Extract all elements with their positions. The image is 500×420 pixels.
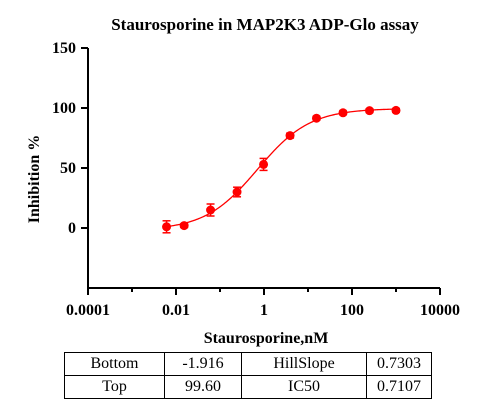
table-cell: 99.60 <box>164 375 242 399</box>
table-cell: Bottom <box>64 352 165 376</box>
data-point <box>311 113 321 123</box>
table-cell: Top <box>64 375 165 399</box>
fit-curve <box>166 108 397 228</box>
axes: 0 50 100 150 0.0001 0.01 1 100 10000 <box>52 40 460 319</box>
table-cell: 0.7107 <box>366 375 432 399</box>
y-tick-label: 50 <box>60 160 76 177</box>
data-point-group <box>365 106 375 116</box>
data-point <box>162 222 172 232</box>
data-point-group <box>285 131 295 141</box>
data-point <box>232 187 242 197</box>
data-point-group <box>259 157 269 172</box>
data-point <box>179 221 189 231</box>
table-cell: 0.7303 <box>366 352 432 376</box>
chart-title: Staurosporine in MAP2K3 ADP-Glo assay <box>111 15 419 34</box>
table-cell: HillSlope <box>241 352 367 376</box>
data-point <box>259 159 269 169</box>
y-axis-title: Inhibition % <box>26 135 43 223</box>
data-point <box>206 205 216 215</box>
fit-parameters-table: Bottom -1.916 HillSlope 0.7303 Top 99.60 IC50 0… <box>64 352 432 399</box>
dose-response-chart: Staurosporine in MAP2K3 ADP-Glo assay In… <box>26 15 460 347</box>
data-point-group <box>206 203 216 217</box>
y-tick-label: 100 <box>52 100 76 117</box>
data-point <box>391 105 401 115</box>
table-row: Bottom -1.916 HillSlope 0.7303 <box>64 352 432 376</box>
data-point-group <box>179 221 189 231</box>
data-point <box>285 131 295 141</box>
table-cell: -1.916 <box>164 352 242 376</box>
y-tick-label: 0 <box>68 220 76 237</box>
x-axis-title: Staurosporine,nM <box>204 330 329 347</box>
x-tick-label: 0.0001 <box>66 302 110 319</box>
data-point-group <box>311 113 321 123</box>
x-tick-label: 1 <box>260 302 268 319</box>
data-point-group <box>391 105 401 115</box>
fit-curve-layer <box>166 108 397 228</box>
data-point-group <box>232 186 242 198</box>
data-point <box>365 106 375 116</box>
data-points-layer <box>162 105 401 234</box>
data-point <box>338 108 348 118</box>
data-point-group <box>162 220 172 234</box>
table-row: Top 99.60 IC50 0.7107 <box>64 375 432 399</box>
table-cell: IC50 <box>241 375 367 399</box>
x-tick-label: 100 <box>340 302 364 319</box>
x-tick-label: 10000 <box>420 302 460 319</box>
x-tick-label: 0.01 <box>162 302 190 319</box>
y-tick-label: 150 <box>52 40 76 57</box>
data-point-group <box>338 108 348 118</box>
